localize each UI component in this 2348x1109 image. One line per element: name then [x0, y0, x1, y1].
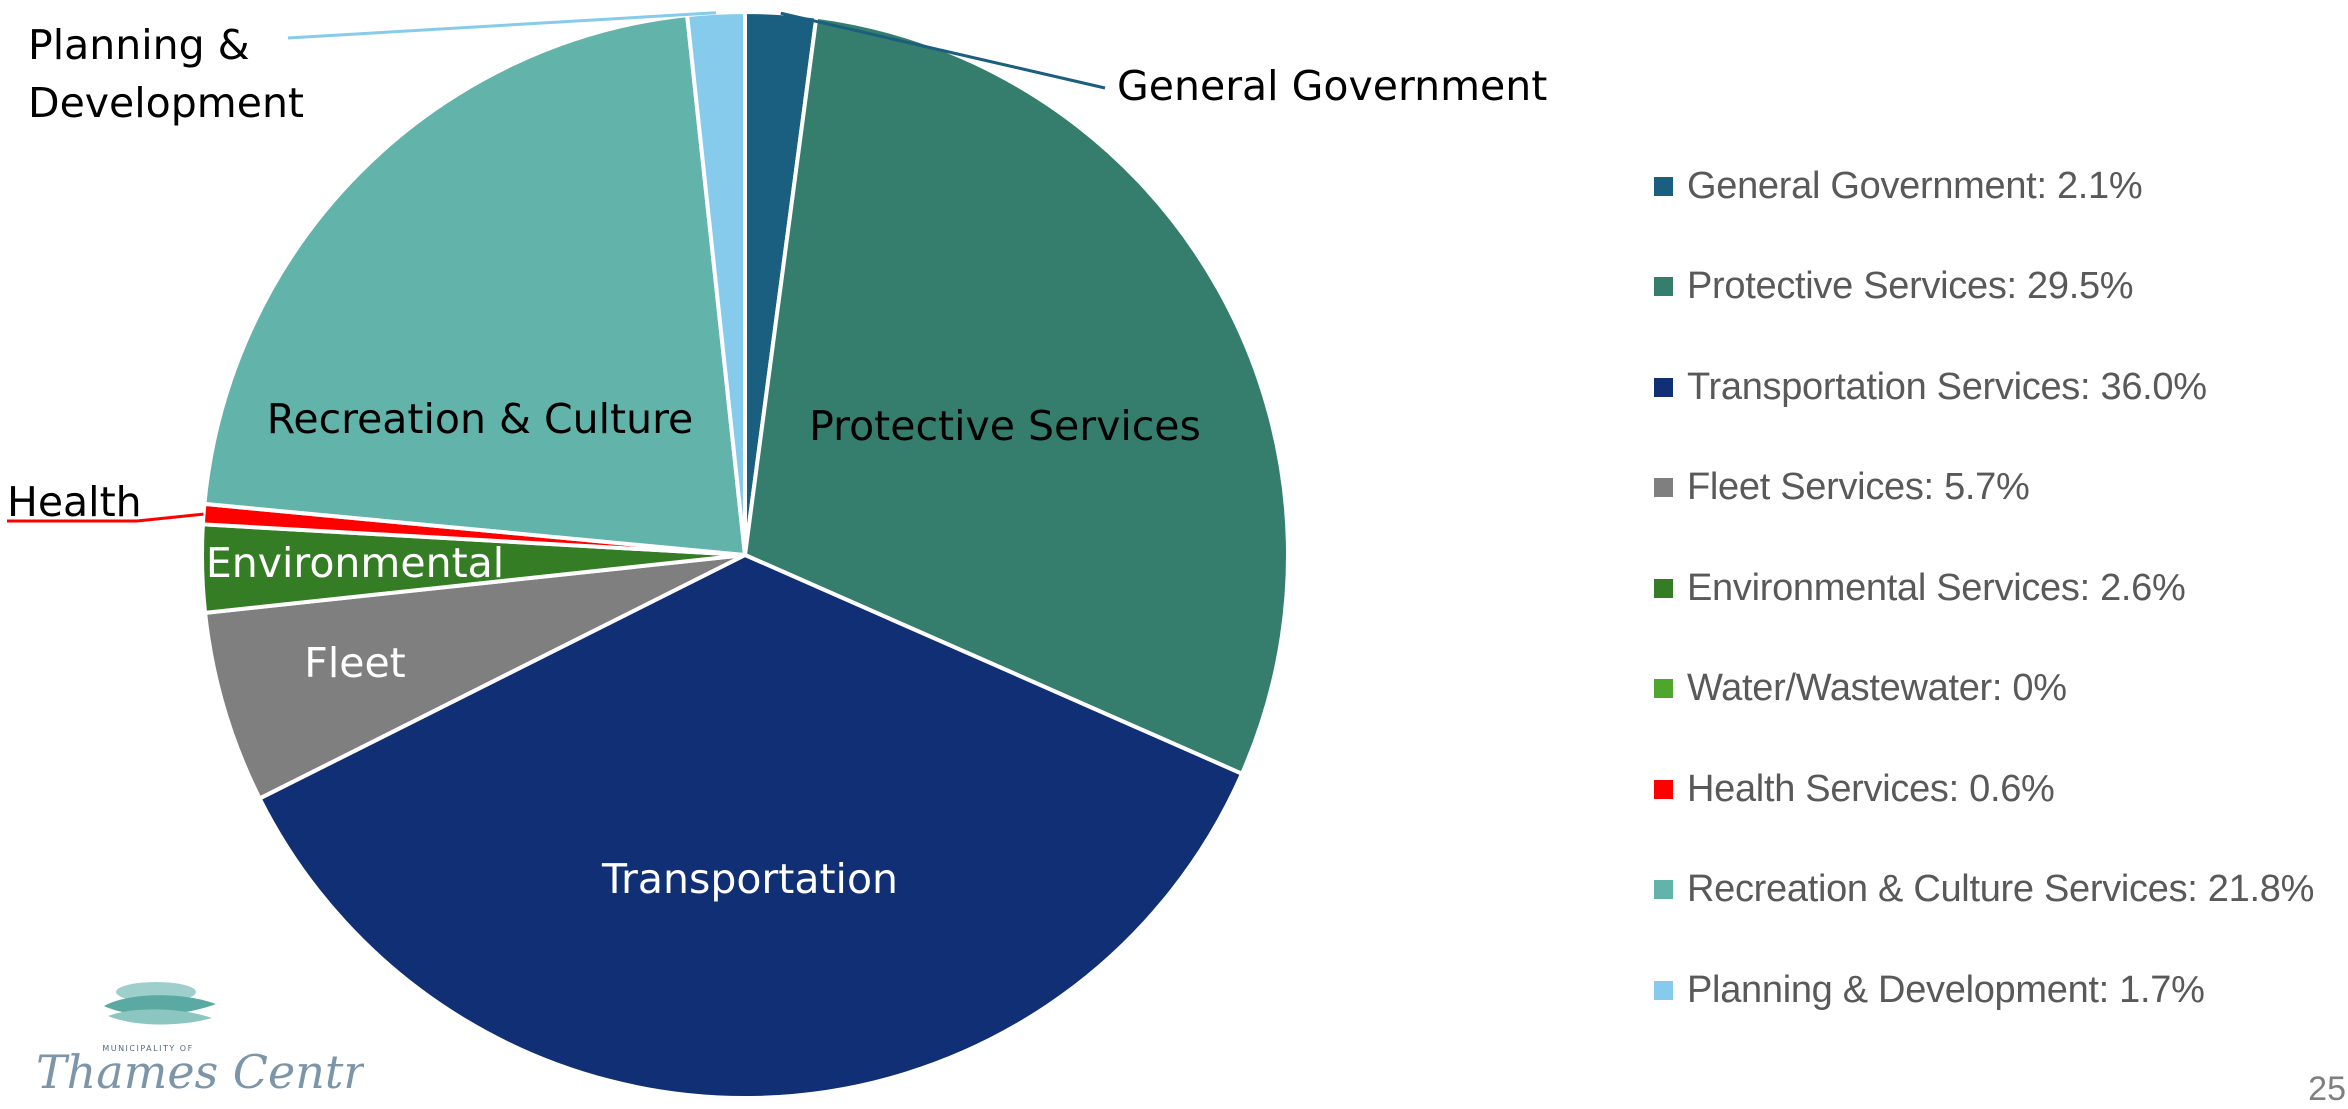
- legend-item: Recreation & Culture Services: 21.8%: [1654, 840, 2344, 941]
- leader-line-health-services: [7, 512, 204, 523]
- legend-swatch: [1654, 578, 1673, 598]
- legend-item: Transportation Services: 36.0%: [1654, 337, 2344, 438]
- legend-item: Water/Wastewater: 0%: [1654, 639, 2344, 740]
- leader-line-general-government: [780, 11, 1106, 90]
- legend: General Government: 2.1% Protective Serv…: [1654, 136, 2344, 1041]
- logo-name: Thames Centre: [36, 1045, 364, 1097]
- logo-top-text: MUNICIPALITY OF: [102, 1044, 193, 1053]
- slice-label-transportation-services: Transportation: [601, 855, 898, 903]
- legend-label: General Government: 2.1%: [1687, 164, 2143, 207]
- legend-label: Water/Wastewater: 0%: [1687, 667, 2067, 710]
- logo-graphic: MUNICIPALITY OF Thames Centre: [36, 982, 393, 1099]
- legend-swatch: [1654, 880, 1673, 900]
- slice-labels: General Government Protective Services Tra…: [7, 21, 1547, 903]
- slice-label-protective-services: Protective Services: [809, 402, 1201, 450]
- legend-label: Recreation & Culture Services: 21.8%: [1687, 868, 2315, 911]
- slice-label-environmental-services: Environmental: [206, 539, 504, 587]
- logo-wave-middle: [104, 995, 216, 1015]
- legend-item: Protective Services: 29.5%: [1654, 237, 2344, 338]
- legend-swatch: [1654, 277, 1673, 297]
- page-number: 25: [2308, 1070, 2346, 1108]
- logo-wave-bottom: [108, 1009, 212, 1025]
- slice-label-planning-development: Planning & Development: [28, 21, 304, 127]
- legend-item: Fleet Services: 5.7%: [1654, 438, 2344, 539]
- legend-swatch: [1654, 980, 1673, 1000]
- legend-item: General Government: 2.1%: [1654, 136, 2344, 237]
- legend-label: Environmental Services: 2.6%: [1687, 566, 2186, 609]
- legend-label: Protective Services: 29.5%: [1687, 265, 2134, 308]
- legend-label: Planning & Development: 1.7%: [1687, 968, 2205, 1011]
- legend-swatch: [1654, 679, 1673, 699]
- legend-swatch: [1654, 377, 1673, 397]
- legend-swatch: [1654, 478, 1673, 498]
- pie-slice-transportation-services: [257, 553, 1244, 1097]
- leader-lines: [7, 11, 1106, 523]
- pie-slice-fleet-services: [203, 553, 747, 801]
- legend-swatch: [1654, 176, 1673, 196]
- legend-item: Environmental Services: 2.6%: [1654, 538, 2344, 639]
- leader-line-planning-development: [287, 11, 717, 40]
- municipality-logo: MUNICIPALITY OF Thames Centre: [34, 980, 393, 1099]
- legend-label: Fleet Services: 5.7%: [1687, 466, 2030, 509]
- slice-label-recreation-culture-services: Recreation & Culture: [267, 395, 694, 443]
- legend-item: Planning & Development: 1.7%: [1654, 940, 2344, 1041]
- legend-label: Health Services: 0.6%: [1687, 767, 2055, 810]
- slice-label-fleet-services: Fleet: [304, 639, 406, 687]
- slice-label-general-government: General Government: [1117, 62, 1547, 110]
- pie-slices: [200, 10, 1290, 1097]
- legend-swatch: [1654, 779, 1673, 799]
- legend-label: Transportation Services: 36.0%: [1687, 365, 2207, 408]
- pie-slice-recreation-culture-services: [202, 13, 747, 557]
- slice-label-health-services: Health: [7, 478, 142, 526]
- legend-item: Health Services: 0.6%: [1654, 739, 2344, 840]
